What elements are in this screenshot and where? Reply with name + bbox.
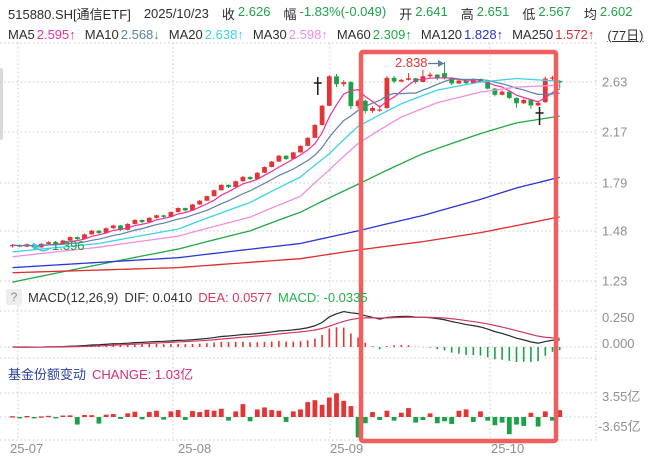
fund-change-value: CHANGE: 1.03亿 — [92, 367, 194, 382]
svg-text:1.79: 1.79 — [602, 176, 627, 191]
event-markers — [313, 77, 544, 125]
up-arrow-icon: ↑ — [237, 27, 244, 42]
annotation-low-price: 1.396 — [52, 238, 85, 253]
down-arrow-icon: ↓ — [153, 27, 160, 42]
svg-text:25-10: 25-10 — [491, 441, 524, 456]
svg-text:0.000: 0.000 — [602, 336, 635, 351]
candlestick-series — [10, 62, 563, 248]
fund-change-bars — [10, 393, 563, 438]
ma-lines — [12, 77, 560, 283]
svg-text:1.48: 1.48 — [602, 224, 627, 239]
svg-text:2.63: 2.63 — [602, 75, 627, 90]
up-arrow-icon: ↑ — [496, 27, 504, 42]
left-scroll-thumb — [0, 68, 3, 140]
svg-text:25-07: 25-07 — [10, 441, 43, 456]
svg-text:1.23: 1.23 — [602, 274, 627, 289]
ma60-item: MA60 2.309↑ — [336, 27, 412, 42]
ma5-item: MA5 2.595↑ — [8, 27, 76, 42]
ma120-item: MA120 1.828↑ — [420, 27, 504, 42]
macd-legend: ? MACD(12,26,9) DIF: 0.0410 DEA: 0.0577 … — [6, 289, 368, 305]
up-arrow-icon: ↑ — [69, 27, 76, 42]
ma-legend: MA5 2.595↑ MA10 2.568↓ MA20 2.638↑ MA30 2.59… — [8, 25, 649, 44]
ma10-item: MA10 2.568↓ — [84, 27, 160, 42]
fund-legend: 基金份额变动 CHANGE: 1.03亿 — [8, 364, 193, 383]
annotation-arrows — [33, 60, 445, 252]
ma30-item: MA30 2.598↑ — [252, 27, 328, 42]
period-selector[interactable]: (77日) — [607, 28, 644, 43]
dea-value: DEA: 0.0577 — [198, 289, 272, 305]
macd-title: MACD(12,26,9) — [28, 289, 119, 305]
quote-header: 515880.SH[通信ETF] 2025/10/23 收 2.626 幅 -1.8… — [8, 4, 649, 23]
svg-text:-3.65亿: -3.65亿 — [598, 419, 641, 434]
field-high: 高 2.651 — [460, 4, 510, 22]
svg-text:25-09: 25-09 — [330, 441, 363, 456]
highlight-rect — [358, 49, 559, 444]
macd-histogram — [18, 327, 561, 363]
svg-text:2.17: 2.17 — [602, 125, 627, 140]
axis-labels: 2.63 2.17 1.79 1.48 1.23 0.250 0.000 3.55亿 -3.65… — [10, 75, 641, 457]
up-arrow-icon: ↑ — [321, 27, 328, 42]
symbol-name: 515880.SH[通信ETF] — [8, 7, 131, 22]
fund-title: 基金份额变动 — [8, 367, 87, 382]
svg-text:0.250: 0.250 — [602, 310, 635, 325]
field-low: 低 2.567 — [522, 4, 571, 22]
macd-lines — [12, 310, 560, 348]
field-avg: 均 2.602 — [583, 4, 633, 22]
annotation-high-price: 2.838 — [395, 55, 428, 70]
ma250-item: MA250 1.572↑ — [512, 27, 595, 42]
dif-value: DIF: 0.0410 — [124, 289, 193, 305]
field-change: 幅 -1.83%(-0.049) — [283, 4, 387, 22]
svg-text:25-08: 25-08 — [178, 441, 211, 456]
up-arrow-icon: ↑ — [405, 27, 412, 42]
svg-text:3.55亿: 3.55亿 — [602, 389, 640, 404]
field-close: 收 2.626 — [221, 4, 271, 22]
field-open: 开 2.641 — [399, 4, 448, 22]
ma20-item: MA20 2.638↑ — [168, 27, 244, 42]
macd-value: MACD: -0.0335 — [278, 289, 368, 305]
help-icon[interactable]: ? — [6, 289, 22, 305]
up-arrow-icon: ↑ — [587, 27, 595, 42]
quote-date: 2025/10/23 — [143, 6, 209, 21]
